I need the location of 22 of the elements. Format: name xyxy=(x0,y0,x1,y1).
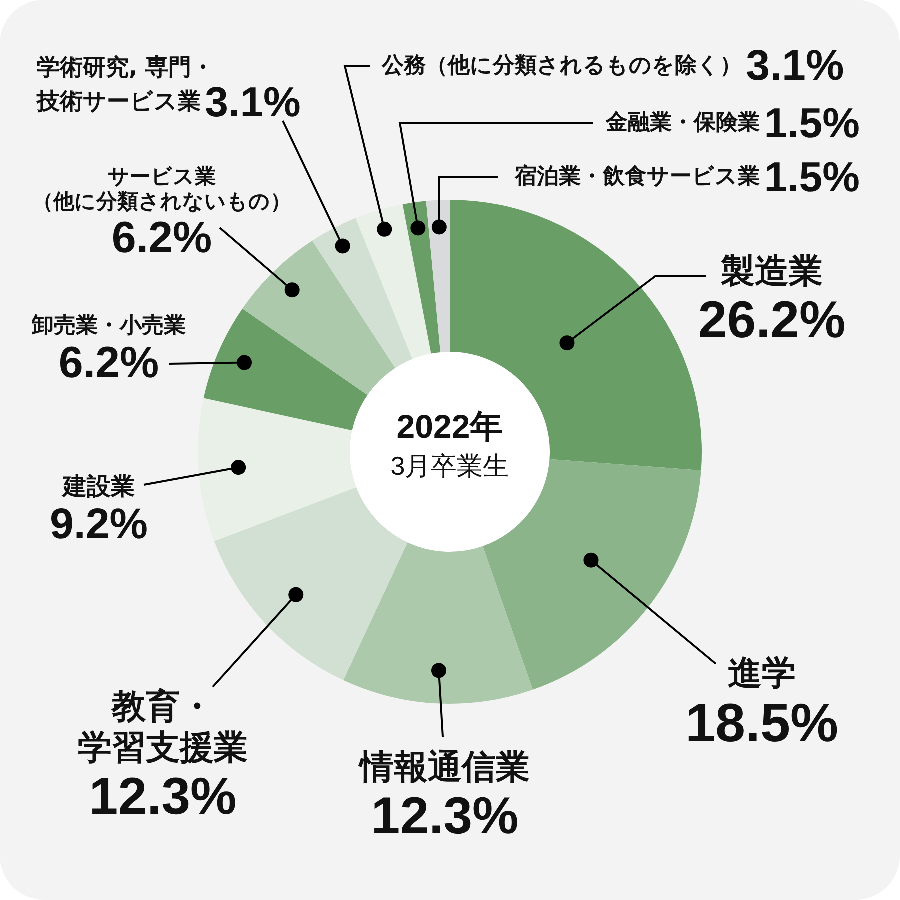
slice-label: 製造業 xyxy=(720,252,823,292)
slice-label: 宿泊業・飲食サービス業 xyxy=(514,164,760,190)
slice-label: 情報通信業 xyxy=(358,748,530,788)
data-label: 6.2% xyxy=(58,338,160,388)
data-label: 6.2% xyxy=(112,214,212,262)
data-label: 9.2% xyxy=(50,500,148,548)
data-label: 12.3% xyxy=(89,768,237,826)
data-label: 12.3% xyxy=(371,788,519,846)
slice-label: 公務（他に分類されるものを除く） xyxy=(381,54,742,78)
slice-label: サービス業（他に分類されないもの） xyxy=(32,164,292,214)
slice-label: 建設業 xyxy=(61,472,135,500)
text: 3月卒業生 xyxy=(390,451,510,481)
data-label: 1.5% xyxy=(764,154,860,200)
data-label: 1.5% xyxy=(764,100,860,146)
slice-label: 教育・学習支援業 xyxy=(78,687,248,768)
text: 2022年 xyxy=(396,408,504,445)
data-label: 26.2% xyxy=(698,292,846,350)
slice-label: 卸売業・小売業 xyxy=(31,314,186,338)
data-label: 18.5% xyxy=(685,694,839,754)
slice-label: 進学 xyxy=(728,654,796,694)
slice-label: 金融業・保険業 xyxy=(605,110,760,136)
data-label: 3.1% xyxy=(746,42,844,90)
